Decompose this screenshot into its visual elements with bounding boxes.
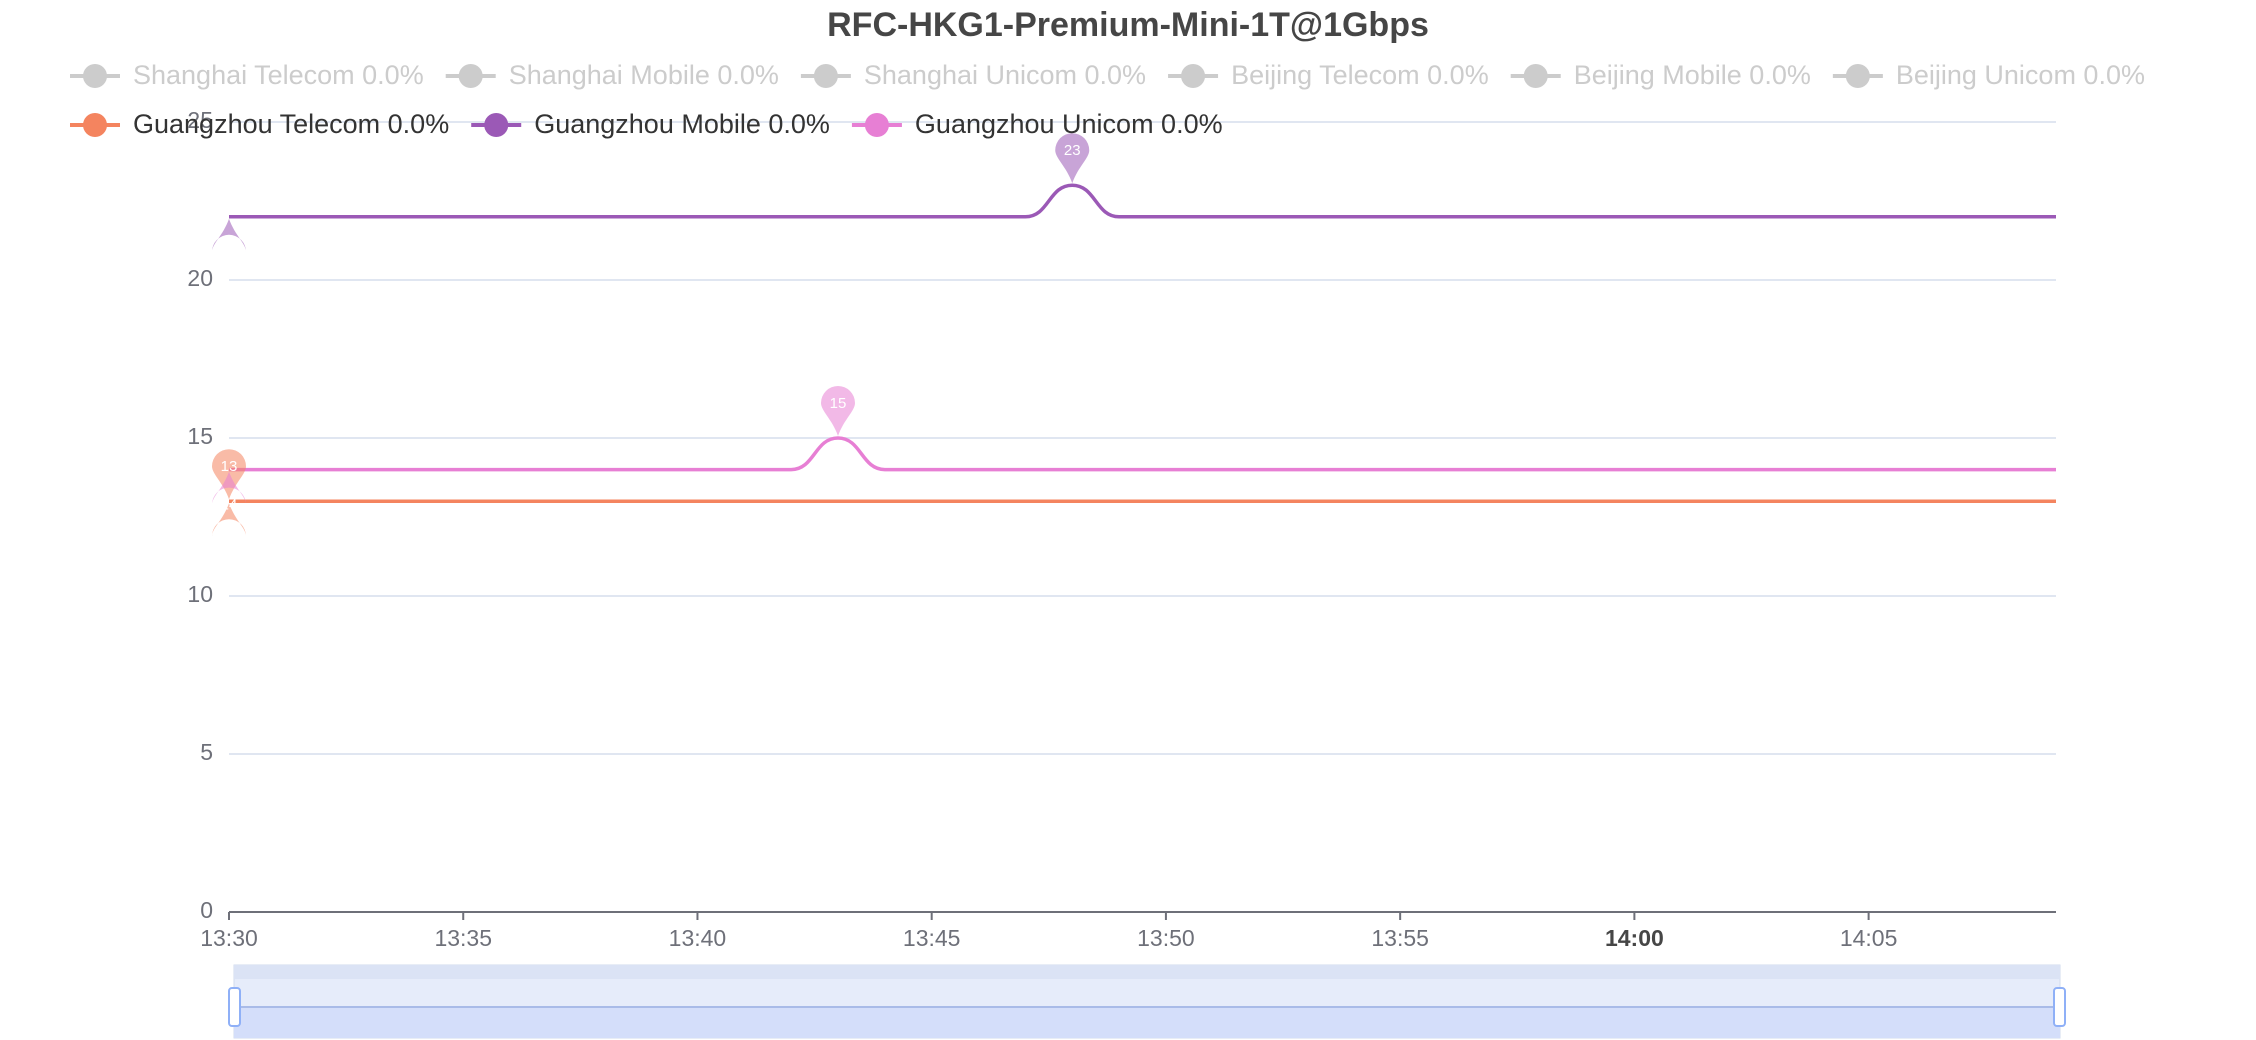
- pin-label: 14: [221, 497, 238, 514]
- pin-shape: [212, 471, 246, 505]
- legend-item[interactable]: Shanghai Mobile 0.0%: [445, 60, 779, 90]
- legend-icon: [458, 64, 483, 88]
- pin-label: 13: [221, 528, 238, 545]
- pin-shape: [212, 503, 246, 537]
- x-tick-label: 13:45: [903, 925, 961, 951]
- legend-label: Guangzhou Telecom 0.0%: [133, 109, 449, 139]
- pin-label: 22: [221, 244, 238, 261]
- legend-item[interactable]: Guangzhou Telecom 0.0%: [70, 109, 449, 139]
- mark-point: 22: [212, 218, 246, 261]
- pin-label: 13: [221, 458, 238, 475]
- legend-icon: [1523, 64, 1548, 88]
- x-tick-label: 13:30: [200, 925, 258, 951]
- mark-point: 23: [1055, 133, 1090, 184]
- x-tick-label: 13:35: [434, 925, 492, 951]
- y-tick-label: 0: [200, 897, 213, 923]
- legend-label: Beijing Telecom 0.0%: [1231, 60, 1489, 90]
- data-zoom[interactable]: [228, 964, 2066, 1039]
- pin-shape: [1055, 133, 1090, 184]
- legend-label: Guangzhou Unicom 0.0%: [915, 109, 1223, 139]
- x-tick-label: 14:00: [1605, 925, 1664, 951]
- x-tick-label: 14:05: [1840, 925, 1898, 951]
- legend-item[interactable]: Beijing Mobile 0.0%: [1510, 60, 1811, 90]
- legend-icon: [864, 113, 889, 137]
- zoom-handle-right[interactable]: [2053, 987, 2066, 1027]
- pin-shape: [821, 386, 855, 436]
- y-tick-label: 5: [200, 739, 213, 765]
- zoom-area: [234, 1007, 2060, 1038]
- pin-label: 15: [830, 395, 847, 412]
- x-tick-label: 13:55: [1371, 925, 1429, 951]
- legend-item[interactable]: Shanghai Telecom 0.0%: [70, 60, 424, 90]
- legend-label: Shanghai Telecom 0.0%: [133, 60, 424, 90]
- y-tick-label: 15: [187, 423, 213, 449]
- zoom-handle-left[interactable]: [228, 987, 241, 1027]
- legend-item[interactable]: Guangzhou Unicom 0.0%: [851, 109, 1223, 139]
- legend-label: Shanghai Unicom 0.0%: [864, 60, 1146, 90]
- legend-item[interactable]: Beijing Telecom 0.0%: [1168, 60, 1489, 90]
- legend-label: Beijing Mobile 0.0%: [1574, 60, 1811, 90]
- legend-icon: [83, 64, 107, 88]
- mark-point: 14: [212, 471, 246, 514]
- legend-icon: [83, 113, 107, 137]
- legend-icon: [813, 64, 838, 88]
- legend-icon: [484, 113, 509, 137]
- x-tick-label: 13:40: [669, 925, 727, 951]
- pin-shape: [212, 218, 246, 252]
- pin-label: 23: [1064, 142, 1081, 159]
- legend-label: Guangzhou Mobile 0.0%: [534, 109, 830, 139]
- legend-item[interactable]: Beijing Unicom 0.0%: [1832, 60, 2145, 90]
- legend-label: Beijing Unicom 0.0%: [1896, 60, 2145, 90]
- series-line: [229, 183, 2056, 219]
- mark-point: 13: [212, 503, 246, 545]
- y-tick-label: 20: [187, 265, 213, 291]
- legend-icon: [1845, 64, 1870, 88]
- legend-item[interactable]: Guangzhou Mobile 0.0%: [471, 109, 830, 139]
- legend-icon: [1181, 64, 1206, 88]
- chart-title: RFC-HKG1-Premium-Mini-1T@1Gbps: [827, 6, 1429, 44]
- series-line: [228, 436, 2056, 472]
- legend-label: Shanghai Mobile 0.0%: [509, 60, 779, 90]
- legend-item[interactable]: Shanghai Unicom 0.0%: [800, 60, 1146, 90]
- x-tick-label: 13:50: [1137, 925, 1195, 951]
- mark-point: 15: [821, 386, 855, 436]
- y-tick-label: 25: [187, 107, 213, 133]
- zoom-move-bar[interactable]: [234, 965, 2060, 979]
- y-tick-label: 10: [187, 581, 213, 607]
